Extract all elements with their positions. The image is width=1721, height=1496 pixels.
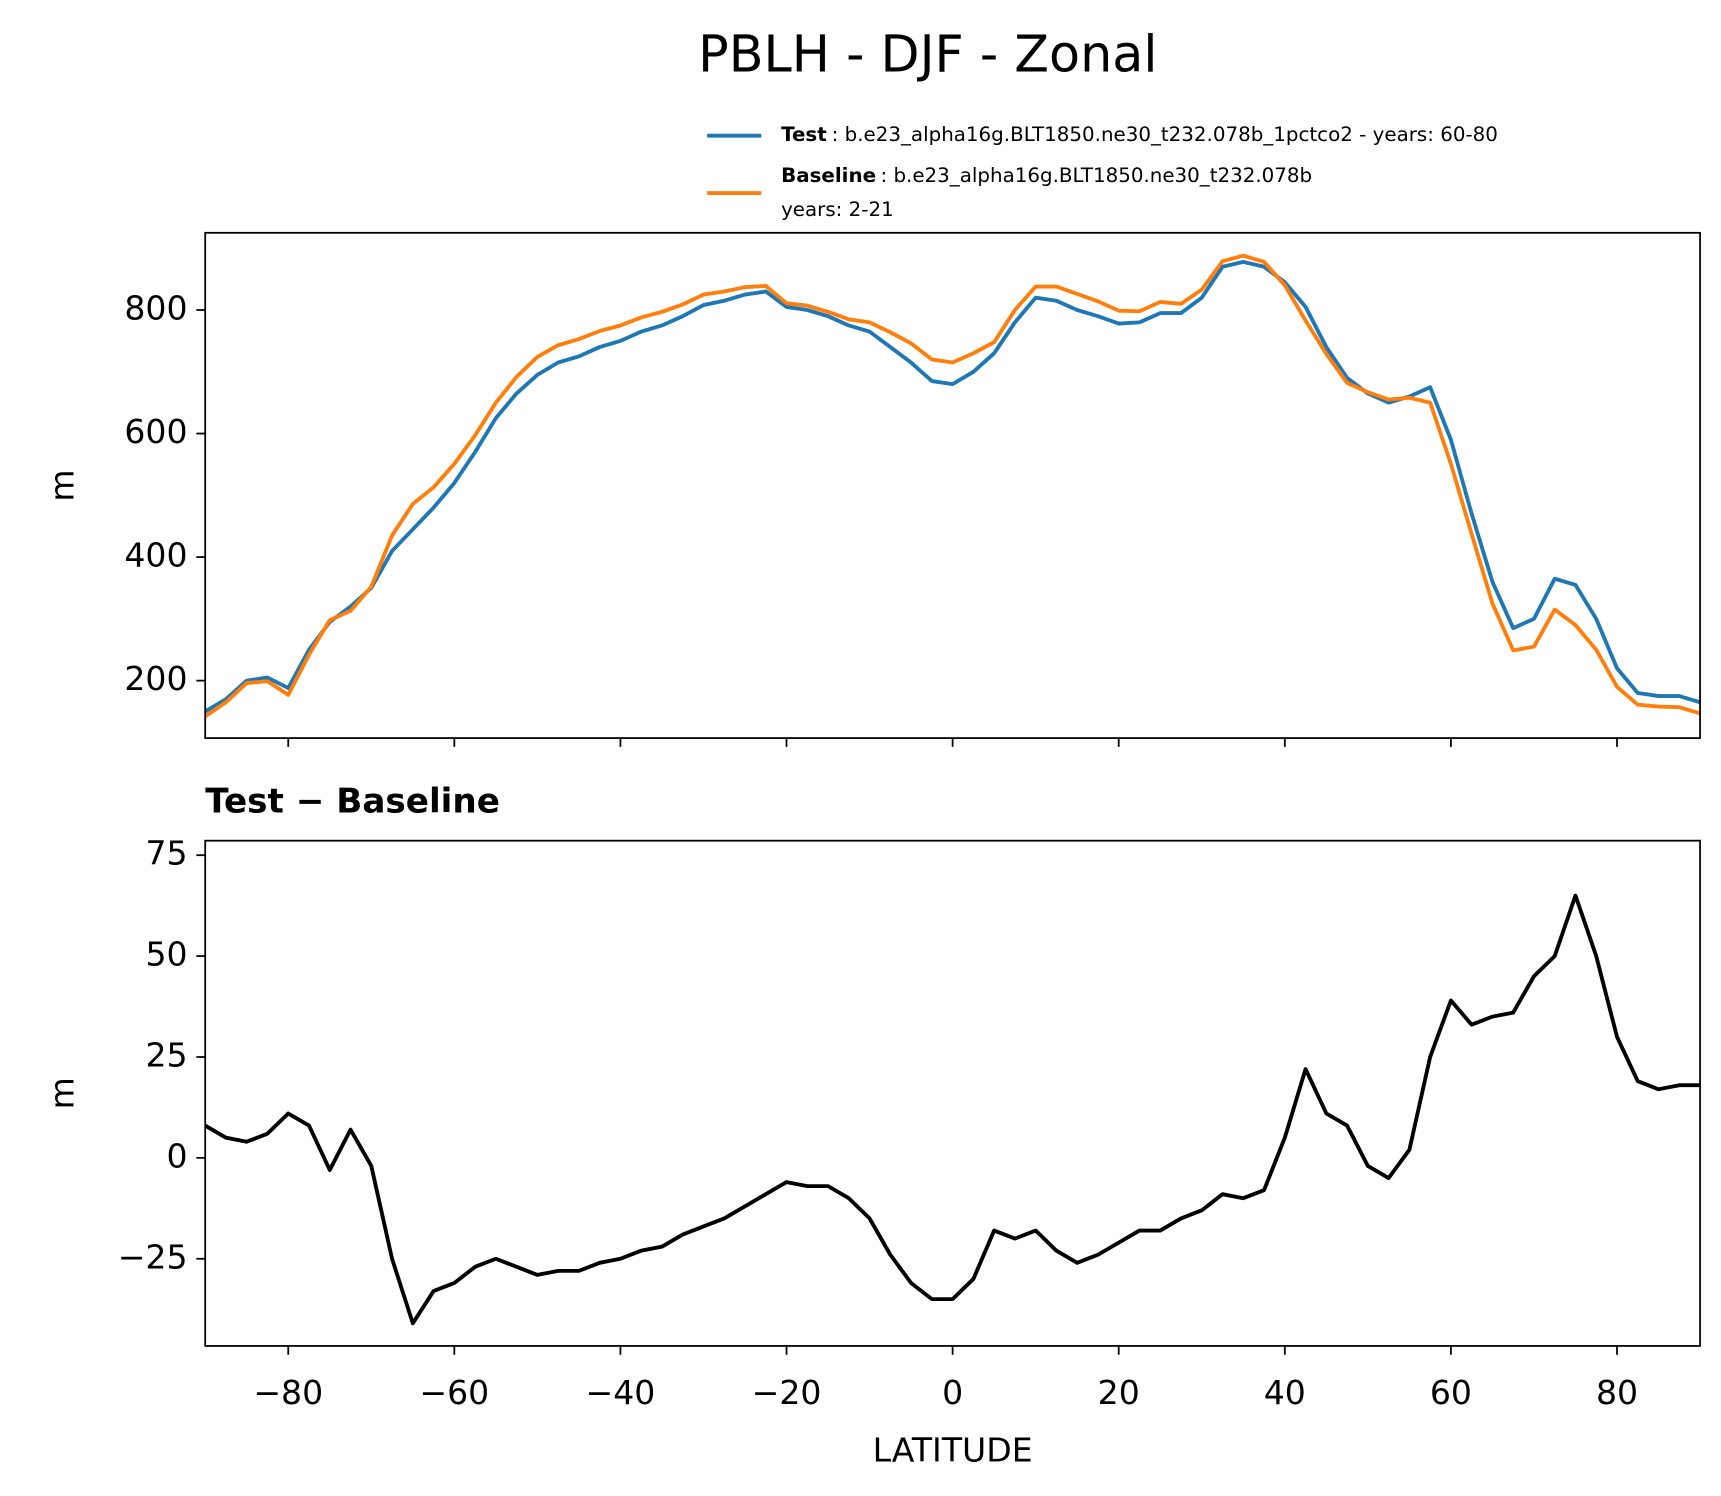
x-tick-label: −80 (253, 1373, 323, 1412)
plot-area (205, 253, 1701, 719)
y-tick-label: 200 (124, 659, 187, 698)
legend-description: : b.e23_alpha16g.BLT1850.ne30_t232.078b (880, 164, 1312, 187)
y-tick-label: −25 (118, 1237, 188, 1276)
y-tick-label: 0 (166, 1136, 187, 1175)
y-tick-label: 600 (124, 412, 187, 451)
axes-frame (204, 839, 1701, 1347)
axes-frame (204, 231, 1701, 739)
data-line (205, 259, 1701, 714)
x-tick-label: −60 (419, 1373, 489, 1412)
x-tick-label: 20 (1098, 1373, 1140, 1412)
legend-description: : b.e23_alpha16g.BLT1850.ne30_t232.078b_… (832, 123, 1498, 146)
x-tick-label: −20 (752, 1373, 822, 1412)
legend-name: Baseline (781, 164, 876, 187)
x-axis-label: LATITUDE (873, 1430, 1033, 1469)
legend-description: years: 2-21 (781, 198, 894, 221)
data-line (205, 893, 1701, 1326)
legend-name: Test (781, 123, 827, 146)
plot-area (205, 893, 1701, 1326)
y-tick-label: 400 (124, 536, 187, 575)
x-tick-label: −40 (586, 1373, 656, 1412)
y-tick-label: 25 (145, 1035, 187, 1074)
figure-title: PBLH - DJF - Zonal (698, 24, 1157, 83)
panel-title: Test − Baseline (205, 782, 500, 822)
y-axis-label: m (42, 469, 81, 501)
x-tick-label: 40 (1264, 1373, 1306, 1412)
y-axis-label: m (42, 1077, 81, 1109)
x-tick-label: 60 (1430, 1373, 1472, 1412)
data-line (205, 253, 1701, 719)
y-tick-label: 75 (145, 834, 187, 873)
y-tick-label: 800 (124, 289, 187, 328)
y-tick-label: 50 (145, 935, 187, 974)
x-tick-label: 80 (1596, 1373, 1638, 1412)
x-tick-label: 0 (942, 1373, 963, 1412)
